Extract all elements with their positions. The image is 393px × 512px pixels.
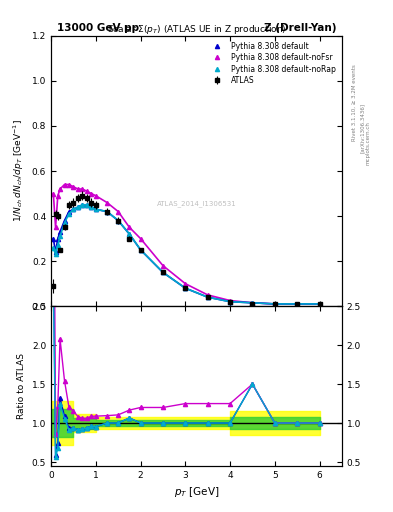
Pythia 8.308 default xyxy=(89,204,94,210)
Pythia 8.308 default-noRap xyxy=(228,298,232,305)
Text: 13000 GeV pp: 13000 GeV pp xyxy=(57,23,139,33)
Pythia 8.308 default-noFsr xyxy=(205,292,210,298)
Pythia 8.308 default-noFsr xyxy=(55,193,60,199)
Pythia 8.308 default-noRap xyxy=(138,247,143,253)
Pythia 8.308 default-noFsr xyxy=(58,186,62,192)
Pythia 8.308 default xyxy=(58,229,62,235)
Pythia 8.308 default-noFsr xyxy=(84,188,89,195)
Pythia 8.308 default-noFsr xyxy=(250,300,255,306)
Pythia 8.308 default xyxy=(80,202,85,208)
X-axis label: $p_T$ [GeV]: $p_T$ [GeV] xyxy=(174,485,219,499)
Pythia 8.308 default-noRap xyxy=(94,206,98,212)
Pythia 8.308 default-noRap xyxy=(58,233,62,240)
Pythia 8.308 default-noFsr xyxy=(138,236,143,242)
Line: Pythia 8.308 default-noFsr: Pythia 8.308 default-noFsr xyxy=(51,182,321,306)
Pythia 8.308 default-noRap xyxy=(84,202,89,208)
Pythia 8.308 default-noFsr xyxy=(105,200,109,206)
Pythia 8.308 default xyxy=(67,208,72,215)
Pythia 8.308 default-noRap xyxy=(55,242,60,248)
Pythia 8.308 default-noFsr xyxy=(71,184,76,190)
Pythia 8.308 default xyxy=(183,285,188,291)
Pythia 8.308 default-noRap xyxy=(272,301,277,307)
Pythia 8.308 default xyxy=(62,218,67,224)
Text: [arXiv:1306.3436]: [arXiv:1306.3436] xyxy=(360,103,365,153)
Pythia 8.308 default-noFsr xyxy=(67,181,72,187)
Pythia 8.308 default xyxy=(55,236,60,242)
Pythia 8.308 default-noRap xyxy=(116,218,121,224)
Pythia 8.308 default-noRap xyxy=(317,301,322,307)
Pythia 8.308 default xyxy=(161,269,165,275)
Pythia 8.308 default-noRap xyxy=(205,294,210,300)
Pythia 8.308 default xyxy=(228,298,232,305)
Pythia 8.308 default-noRap xyxy=(250,300,255,306)
Pythia 8.308 default-noFsr xyxy=(94,193,98,199)
Pythia 8.308 default xyxy=(94,206,98,212)
Pythia 8.308 default-noFsr xyxy=(272,301,277,307)
Pythia 8.308 default xyxy=(53,249,58,255)
Pythia 8.308 default-noFsr xyxy=(295,301,299,307)
Pythia 8.308 default xyxy=(105,208,109,215)
Pythia 8.308 default xyxy=(116,218,121,224)
Pythia 8.308 default-noRap xyxy=(71,206,76,212)
Pythia 8.308 default-noRap xyxy=(67,211,72,217)
Line: Pythia 8.308 default: Pythia 8.308 default xyxy=(51,203,321,306)
Pythia 8.308 default xyxy=(84,202,89,208)
Pythia 8.308 default-noRap xyxy=(183,285,188,291)
Y-axis label: $1/N_{ch}\,dN_{ch}/dp_T$ [GeV$^{-1}$]: $1/N_{ch}\,dN_{ch}/dp_T$ [GeV$^{-1}$] xyxy=(12,120,26,222)
Text: mcplots.cern.ch: mcplots.cern.ch xyxy=(365,121,371,165)
Pythia 8.308 default xyxy=(272,301,277,307)
Text: Z (Drell-Yan): Z (Drell-Yan) xyxy=(264,23,336,33)
Pythia 8.308 default-noFsr xyxy=(183,281,188,287)
Pythia 8.308 default-noFsr xyxy=(80,186,85,192)
Line: Pythia 8.308 default-noRap: Pythia 8.308 default-noRap xyxy=(51,203,321,306)
Pythia 8.308 default-noFsr xyxy=(89,190,94,197)
Pythia 8.308 default-noFsr xyxy=(75,186,80,192)
Y-axis label: Ratio to ATLAS: Ratio to ATLAS xyxy=(17,353,26,419)
Pythia 8.308 default-noRap xyxy=(51,245,56,251)
Text: ATLAS_2014_I1306531: ATLAS_2014_I1306531 xyxy=(157,200,236,207)
Pythia 8.308 default xyxy=(295,301,299,307)
Legend: Pythia 8.308 default, Pythia 8.308 default-noFsr, Pythia 8.308 default-noRap, AT: Pythia 8.308 default, Pythia 8.308 defau… xyxy=(207,39,338,87)
Pythia 8.308 default xyxy=(205,294,210,300)
Pythia 8.308 default-noRap xyxy=(105,208,109,215)
Pythia 8.308 default xyxy=(127,231,132,237)
Pythia 8.308 default-noRap xyxy=(75,204,80,210)
Pythia 8.308 default xyxy=(138,247,143,253)
Pythia 8.308 default-noRap xyxy=(53,251,58,258)
Pythia 8.308 default-noRap xyxy=(80,202,85,208)
Pythia 8.308 default-noRap xyxy=(62,220,67,226)
Pythia 8.308 default xyxy=(250,300,255,306)
Pythia 8.308 default-noRap xyxy=(89,204,94,210)
Pythia 8.308 default-noFsr xyxy=(228,297,232,304)
Pythia 8.308 default-noFsr xyxy=(161,263,165,269)
Pythia 8.308 default-noRap xyxy=(127,231,132,237)
Pythia 8.308 default xyxy=(317,301,322,307)
Pythia 8.308 default-noFsr xyxy=(53,224,58,230)
Text: Rivet 3.1.10, ≥ 3.2M events: Rivet 3.1.10, ≥ 3.2M events xyxy=(352,64,357,141)
Pythia 8.308 default-noFsr xyxy=(116,208,121,215)
Title: Scalar $\Sigma(p_T)$ (ATLAS UE in Z production): Scalar $\Sigma(p_T)$ (ATLAS UE in Z prod… xyxy=(107,23,286,36)
Pythia 8.308 default-noFsr xyxy=(317,301,322,307)
Pythia 8.308 default-noRap xyxy=(161,269,165,275)
Pythia 8.308 default xyxy=(51,236,56,242)
Pythia 8.308 default-noRap xyxy=(295,301,299,307)
Pythia 8.308 default-noFsr xyxy=(62,181,67,187)
Pythia 8.308 default-noFsr xyxy=(127,224,132,230)
Pythia 8.308 default xyxy=(75,204,80,210)
Pythia 8.308 default-noFsr xyxy=(51,190,56,197)
Pythia 8.308 default xyxy=(71,206,76,212)
